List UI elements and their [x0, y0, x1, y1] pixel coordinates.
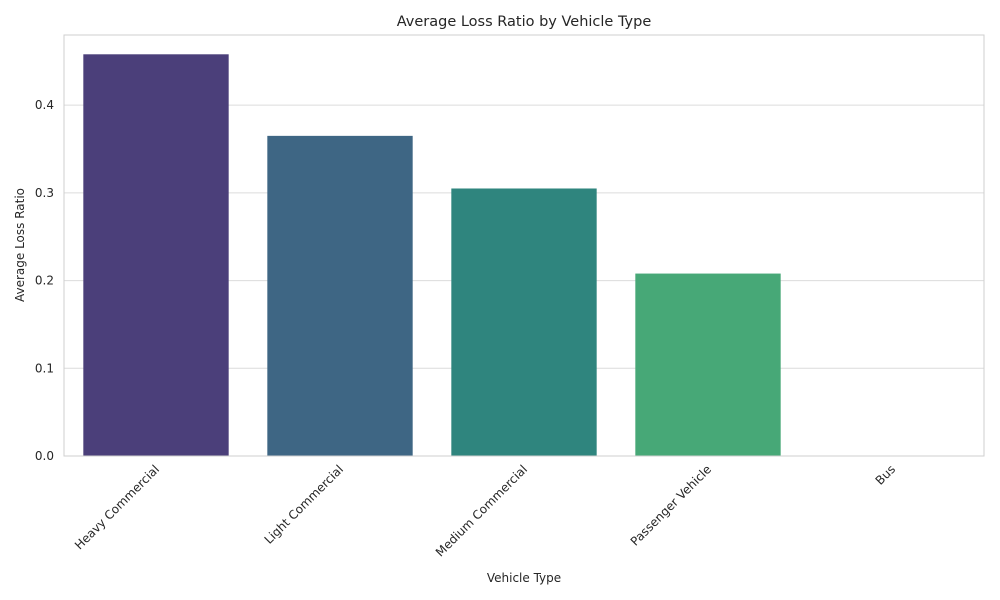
chart-title: Average Loss Ratio by Vehicle Type	[397, 14, 652, 30]
y-tick-label: 0.4	[35, 98, 54, 112]
x-tick-label: Light Commercial	[262, 462, 347, 547]
bar	[635, 273, 781, 456]
bar	[83, 54, 229, 456]
plot-frame	[63, 34, 985, 457]
y-tick-label: 0.0	[35, 449, 54, 463]
x-tick-label: Heavy Commercial	[72, 462, 162, 552]
bars	[83, 54, 781, 457]
x-axis-label: Vehicle Type	[487, 571, 561, 585]
y-tick-label: 0.1	[35, 361, 54, 375]
x-tick-labels: Heavy Commercial Light Commercial Medium C…	[72, 462, 898, 559]
x-tick-label: Passenger Vehicle	[628, 462, 714, 548]
y-tick-labels: 0.0 0.1 0.2 0.3 0.4	[35, 98, 54, 463]
bar	[451, 188, 597, 457]
y-tick-label: 0.3	[35, 186, 54, 200]
bar	[267, 135, 413, 457]
y-axis-label: Average Loss Ratio	[13, 188, 27, 302]
y-tick-label: 0.2	[35, 274, 54, 288]
x-tick-label: Bus	[873, 462, 899, 488]
x-tick-label: Medium Commercial	[433, 462, 530, 559]
